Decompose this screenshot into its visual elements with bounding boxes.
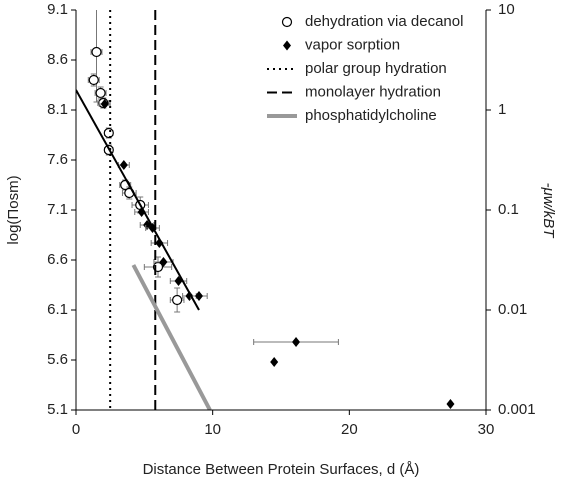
legend-label: phosphatidylcholine: [305, 107, 437, 124]
data-point: [270, 357, 279, 367]
data-point: [446, 399, 455, 409]
data-point: [88, 74, 99, 86]
legend-marker: [283, 40, 291, 51]
x-tick-label: 0: [72, 421, 80, 438]
legend-label: polar group hydration: [305, 60, 447, 77]
x-tick-label: 20: [341, 421, 358, 438]
data-point: [91, 46, 102, 58]
data-point: [292, 337, 301, 347]
x-axis-label: Distance Between Protein Surfaces, d (Å): [143, 461, 420, 478]
y2-tick-label: 0.001: [498, 401, 536, 418]
y2-tick-label: 1: [498, 101, 506, 118]
y2-tick-label: 0.01: [498, 301, 527, 318]
data-point: [159, 257, 168, 267]
y-tick-label: 5.1: [47, 401, 68, 418]
y2-tick-label: 0.1: [498, 201, 519, 218]
line: [131, 264, 212, 410]
data-point: [155, 238, 164, 248]
data-point: [119, 160, 128, 170]
y-tick-label: 7.6: [47, 151, 68, 168]
y-axis-label: log(Πosm): [5, 175, 22, 244]
y-tick-label: 9.1: [47, 1, 68, 18]
y-tick-label: 7.1: [47, 201, 68, 218]
y2-tick-label: 10: [498, 1, 515, 18]
legend-label: monolayer hydration: [305, 83, 441, 100]
y-tick-label: 5.6: [47, 351, 68, 368]
y-tick-label: 8.1: [47, 101, 68, 118]
y-tick-label: 6.6: [47, 251, 68, 268]
data-point: [95, 87, 106, 99]
y2-axis-label: -μw/kBT: [540, 183, 557, 240]
data-point: [195, 291, 203, 301]
y-tick-label: 6.1: [47, 301, 68, 318]
y-tick-label: 8.6: [47, 51, 68, 68]
plot-area: [76, 10, 455, 410]
x-tick-label: 30: [478, 421, 495, 438]
data-point: [172, 294, 183, 306]
line: [76, 89, 200, 311]
data-point: [103, 127, 114, 139]
legend-label: dehydration via decanol: [305, 13, 463, 30]
legend-label: vapor sorption: [305, 36, 400, 53]
x-tick-label: 10: [204, 421, 221, 438]
legend-marker: [281, 16, 293, 28]
data-point: [100, 99, 109, 109]
